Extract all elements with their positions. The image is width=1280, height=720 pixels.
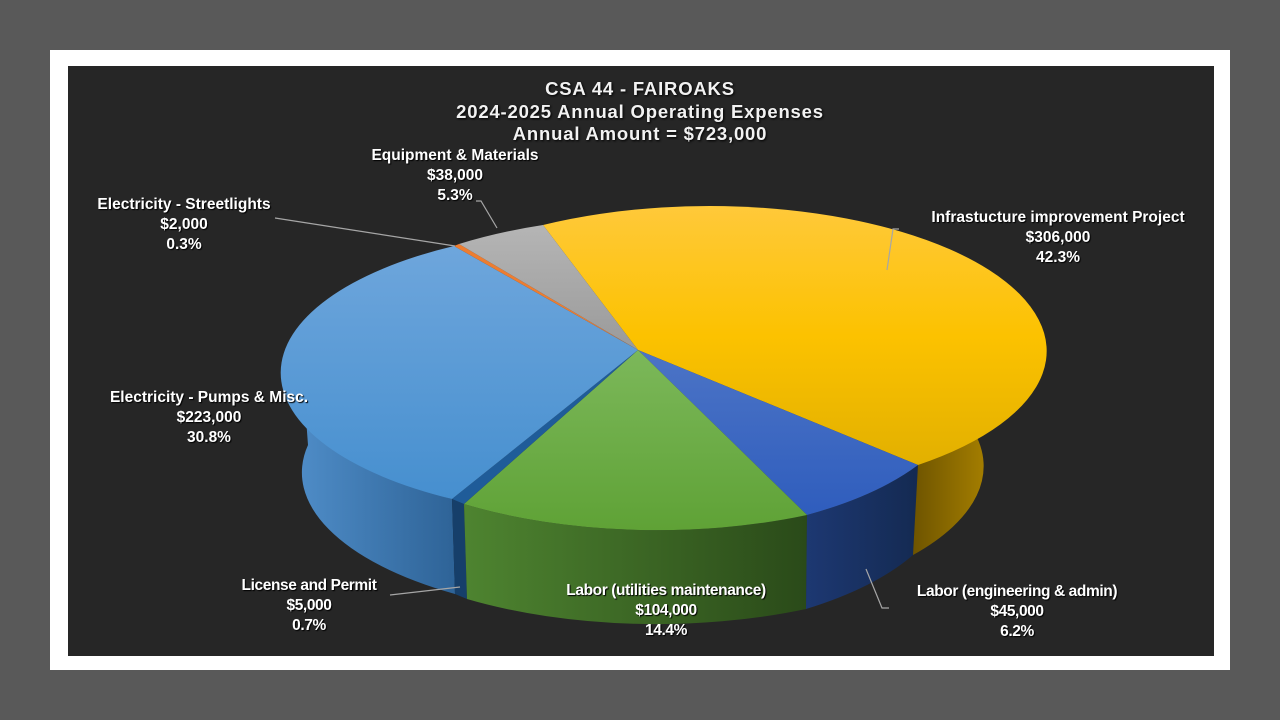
chart-title-line2: 2024-2025 Annual Operating Expenses <box>456 100 824 122</box>
slice-side-license <box>452 499 467 599</box>
slice-side-labor-utilities <box>464 504 807 625</box>
label-name: Infrastucture improvement Project <box>931 209 1185 226</box>
label-percent: 42.3% <box>1036 249 1080 266</box>
data-label-equipment: Equipment & Materials $38,000 5.3% <box>371 146 538 206</box>
label-name: Equipment & Materials <box>371 147 539 164</box>
data-label-electricity-streetlights: Electricity - Streetlights $2,000 0.3% <box>97 195 270 255</box>
label-amount: $5,000 <box>286 597 332 614</box>
label-amount: $223,000 <box>176 409 242 426</box>
label-name: Labor (utilities maintenance) <box>566 582 766 599</box>
leader-line-streetlights <box>274 217 456 247</box>
label-percent: 0.3% <box>166 236 202 253</box>
data-label-infrastructure: Infrastucture improvement Project $306,0… <box>931 208 1184 268</box>
leader-line-labor-engineering <box>865 568 889 609</box>
data-label-labor-utilities: Labor (utilities maintenance) $104,000 1… <box>566 581 766 641</box>
slice-license[interactable] <box>452 350 638 504</box>
label-amount: $104,000 <box>635 602 697 619</box>
slice-side-infrastructure <box>913 358 984 555</box>
label-percent: 5.3% <box>437 187 473 204</box>
label-name: Labor (engineering & admin) <box>916 583 1118 600</box>
slice-electricity-streetlights[interactable] <box>454 244 638 350</box>
data-label-electricity-pumps: Electricity - Pumps & Misc. $223,000 30.… <box>110 388 308 448</box>
chart-title: CSA 44 - FAIROAKS 2024-2025 Annual Opera… <box>0 78 1280 146</box>
leader-line-infrastructure <box>886 228 899 271</box>
label-amount: $38,000 <box>426 167 484 184</box>
label-percent: 30.8% <box>187 429 231 446</box>
label-percent: 6.2% <box>1000 623 1034 640</box>
slice-side-labor-engineering <box>806 465 918 609</box>
label-percent: 0.7% <box>292 617 326 634</box>
pie-top <box>280 206 1047 531</box>
leader-line-equipment <box>476 200 498 229</box>
label-amount: $45,000 <box>990 603 1044 620</box>
leader-lines <box>274 200 899 609</box>
chart-title-line3: Annual Amount = $723,000 <box>512 123 768 144</box>
slice-electricity-pumps[interactable] <box>280 246 638 499</box>
slice-equipment[interactable] <box>459 225 638 350</box>
data-label-labor-engineering: Labor (engineering & admin) $45,000 6.2% <box>916 582 1118 642</box>
data-label-license: License and Permit $5,000 0.7% <box>242 576 377 636</box>
leader-line-license <box>389 586 461 596</box>
label-name: License and Permit <box>241 577 377 594</box>
label-name: Electricity - Pumps & Misc. <box>109 389 309 406</box>
chart-title-line1: CSA 44 - FAIROAKS <box>545 78 735 99</box>
slice-labor-utilities[interactable] <box>464 350 807 531</box>
slice-infrastructure[interactable] <box>543 206 1047 465</box>
label-name: Electricity - Streetlights <box>97 196 271 213</box>
label-amount: $2,000 <box>160 216 208 233</box>
label-amount: $306,000 <box>1025 229 1091 246</box>
label-percent: 14.4% <box>645 622 687 639</box>
slice-labor-engineering[interactable] <box>638 350 918 515</box>
